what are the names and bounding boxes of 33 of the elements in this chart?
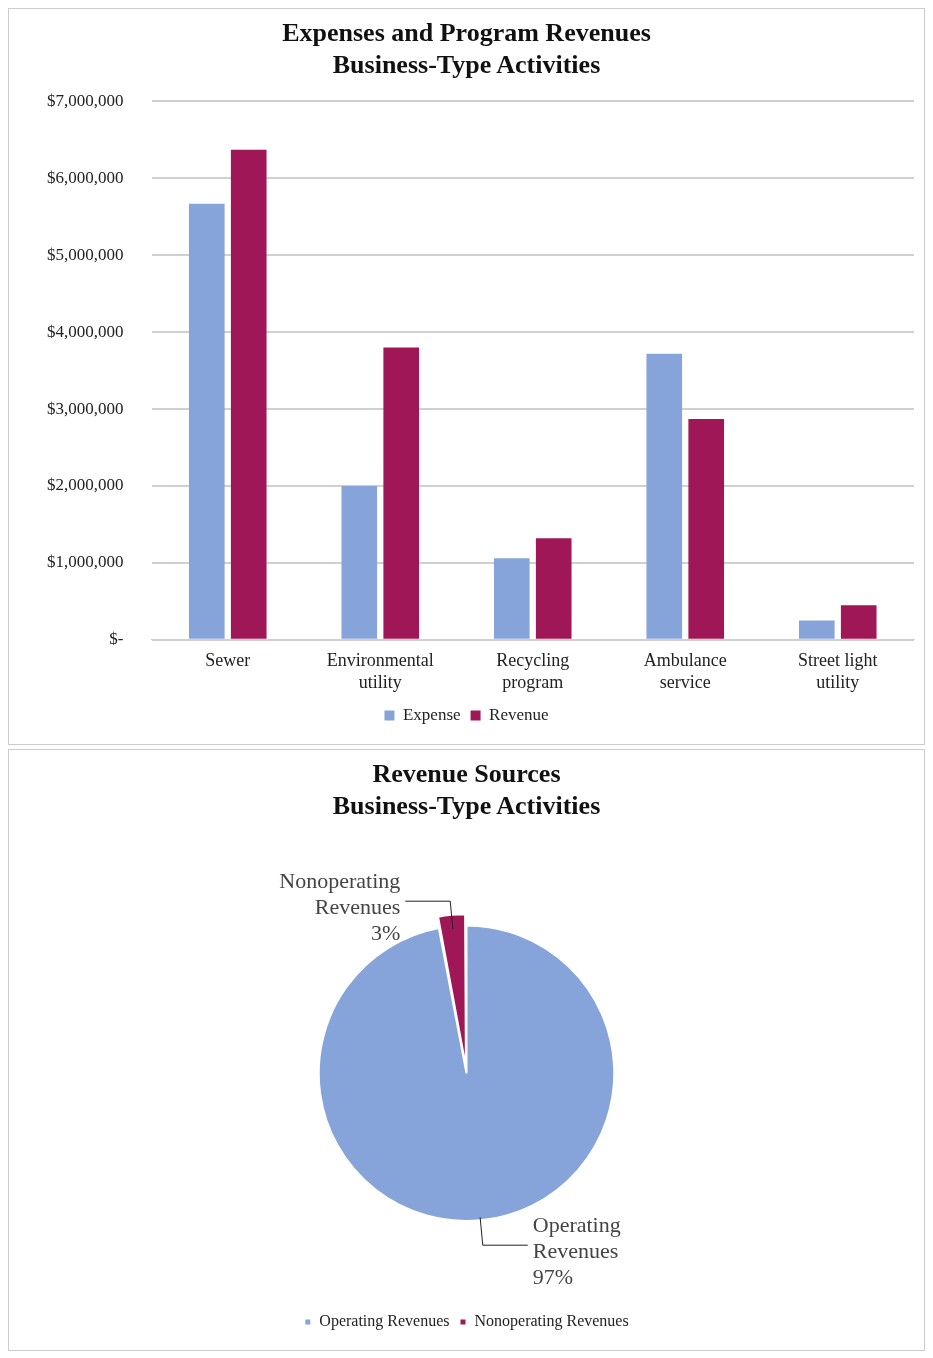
bar (535, 538, 572, 639)
slice-label: Operating Revenues (532, 1211, 621, 1263)
bar (688, 419, 725, 639)
y-tick-label: $1,000,000 (47, 552, 124, 572)
data-label: 97% (532, 1263, 574, 1289)
legend-label: Operating Revenues (319, 1312, 450, 1331)
bar (230, 149, 267, 639)
y-tick-label: $2,000,000 (47, 475, 124, 495)
bar (383, 347, 420, 639)
bar (798, 620, 835, 639)
y-tick-label: $3,000,000 (47, 398, 124, 418)
x-tick-label: Sewer (205, 650, 251, 671)
x-tick-label: Environmental utility (326, 650, 434, 692)
chart-title: Revenue Sources Business-Type Activities (332, 759, 601, 820)
y-tick-label: $6,000,000 (47, 167, 124, 187)
x-tick-label: Ambulance service (643, 650, 727, 692)
legend-label: Nonoperating Revenues (474, 1312, 629, 1331)
legend-label: Expense (402, 704, 461, 724)
x-tick-label: Street light utility (798, 650, 878, 692)
bar (646, 353, 683, 639)
bar (493, 558, 530, 639)
y-tick-label: $5,000,000 (47, 244, 124, 264)
legend-label: Revenue (489, 704, 549, 724)
y-tick-label: $4,000,000 (47, 321, 124, 341)
bar (840, 605, 877, 639)
y-tick-label: $7,000,000 (47, 90, 124, 110)
slice-label: Nonoperating Revenues (279, 867, 401, 919)
y-tick-label: $- (109, 629, 124, 649)
bar (188, 203, 225, 639)
bar (341, 485, 378, 639)
x-tick-label: Recycling program (496, 650, 570, 692)
chart-title: Expenses and Program Revenues Business-Type Activities (282, 18, 651, 79)
data-label: 3% (370, 919, 401, 945)
